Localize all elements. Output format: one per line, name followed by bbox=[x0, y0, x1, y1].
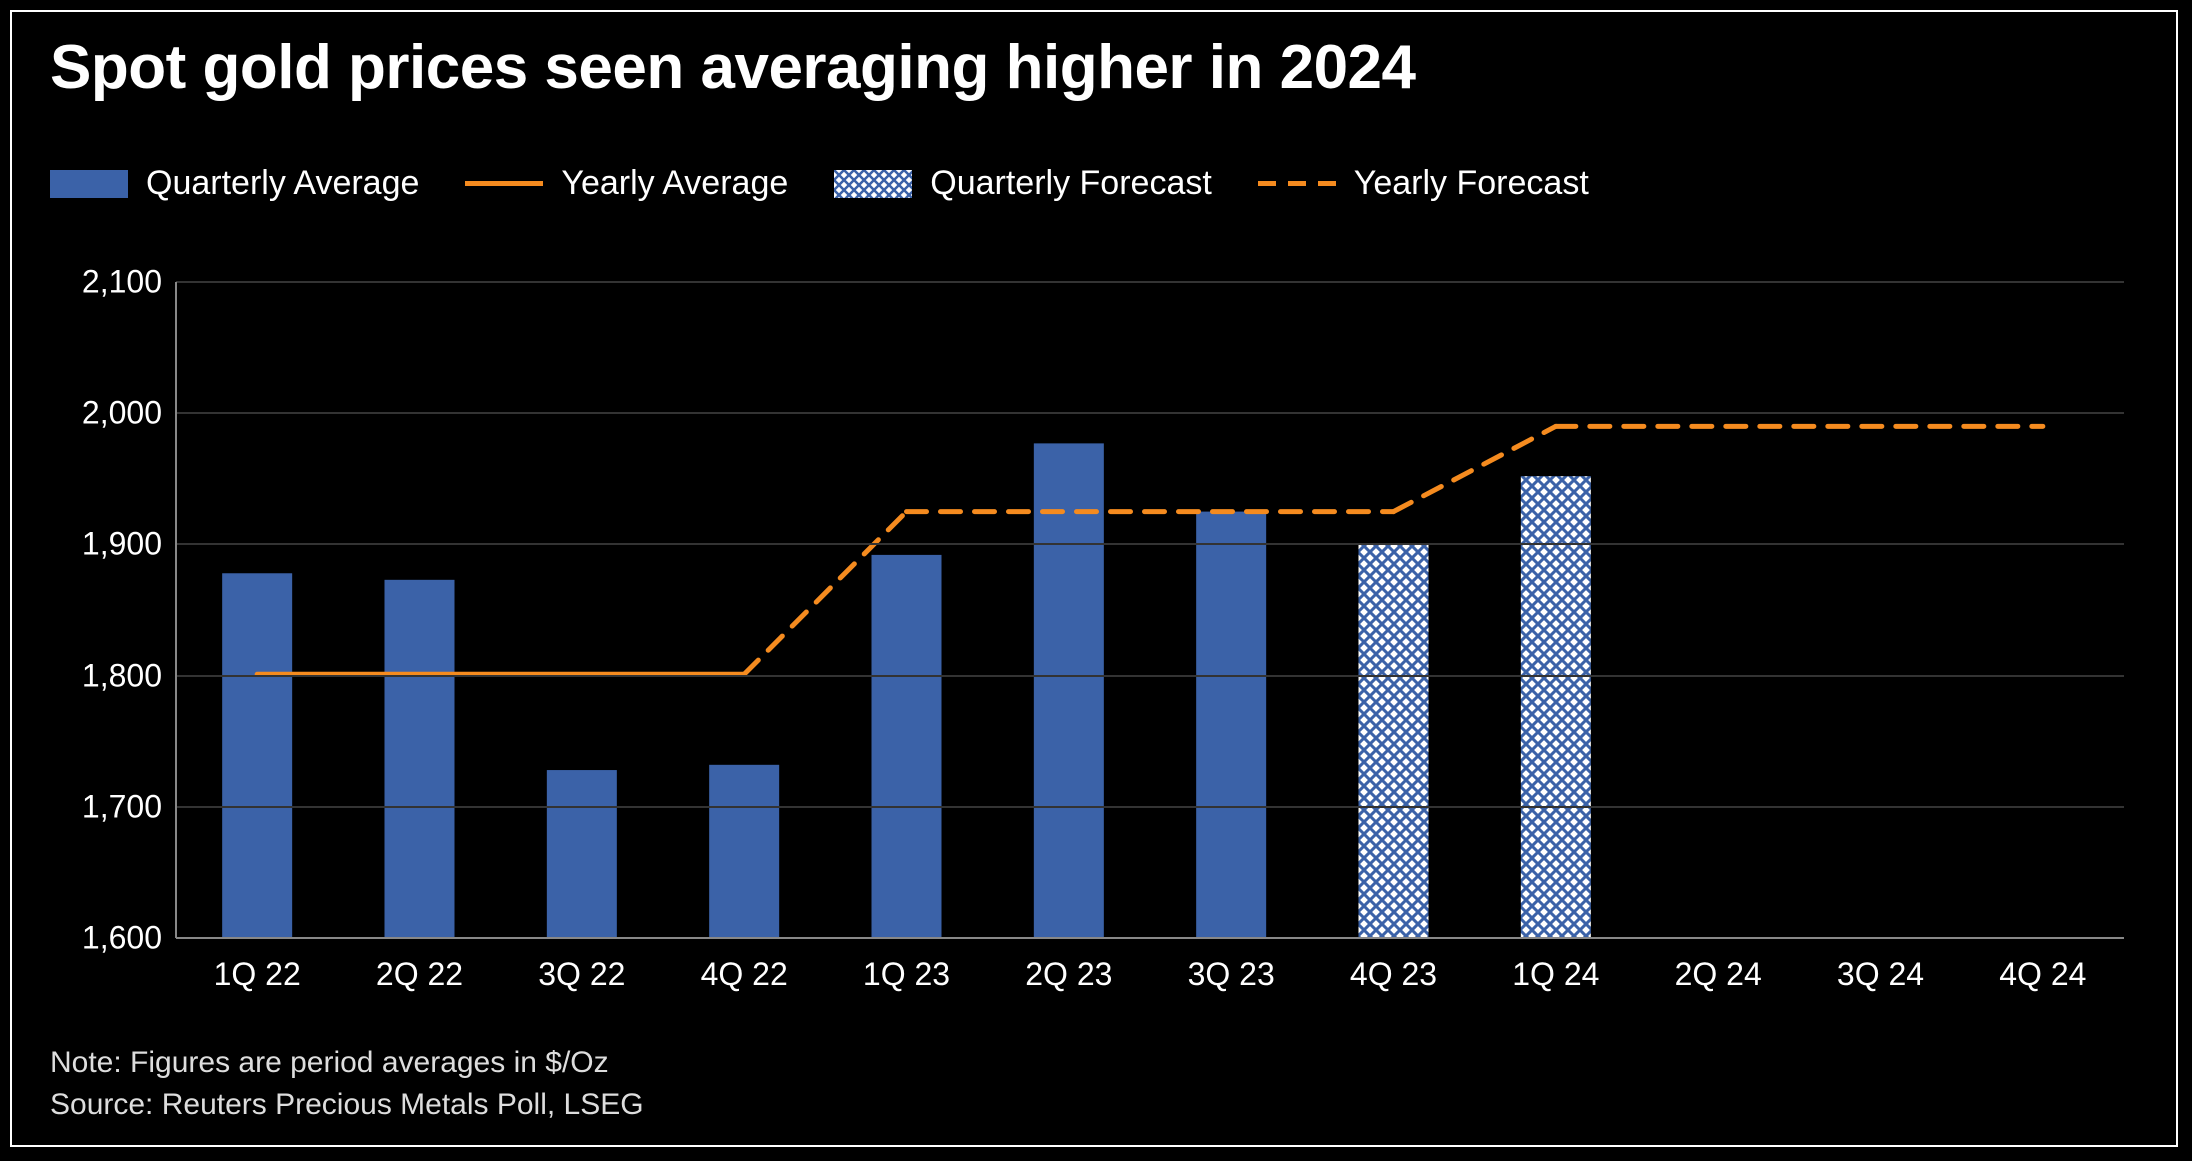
x-axis-label: 2Q 24 bbox=[1675, 956, 1762, 993]
legend: Quarterly Average Yearly Average Quarter… bbox=[50, 164, 1617, 203]
legend-label-quarterly-average: Quarterly Average bbox=[146, 164, 419, 203]
x-axis-label: 1Q 23 bbox=[863, 956, 950, 993]
bar-forecast bbox=[1359, 544, 1429, 938]
x-axis-label: 4Q 22 bbox=[701, 956, 788, 993]
bar-forecast bbox=[1521, 476, 1591, 938]
plot-area bbox=[176, 282, 2124, 938]
bar-actual bbox=[385, 580, 455, 938]
legend-label-yearly-forecast: Yearly Forecast bbox=[1354, 164, 1589, 203]
x-axis bbox=[176, 937, 2124, 939]
y-axis-label: 1,800 bbox=[52, 657, 162, 694]
legend-label-yearly-average: Yearly Average bbox=[561, 164, 788, 203]
y-axis-label: 1,700 bbox=[52, 788, 162, 825]
legend-swatch-yearly-average bbox=[465, 181, 543, 186]
legend-swatch-yearly-forecast bbox=[1258, 181, 1336, 186]
gridline bbox=[176, 806, 2124, 808]
x-axis-label: 2Q 23 bbox=[1025, 956, 1112, 993]
chart-title: Spot gold prices seen averaging higher i… bbox=[50, 32, 1416, 103]
footnote-source: Source: Reuters Precious Metals Poll, LS… bbox=[50, 1088, 644, 1122]
bar-actual bbox=[222, 573, 292, 938]
bar-actual bbox=[1196, 512, 1266, 938]
x-axis-label: 3Q 24 bbox=[1837, 956, 1924, 993]
chart-frame: Spot gold prices seen averaging higher i… bbox=[10, 10, 2178, 1147]
line-overlay bbox=[176, 282, 2124, 938]
footnote-note: Note: Figures are period averages in $/O… bbox=[50, 1046, 609, 1080]
gridline bbox=[176, 281, 2124, 283]
bar-actual bbox=[709, 765, 779, 938]
x-axis-label: 3Q 22 bbox=[538, 956, 625, 993]
x-axis-label: 4Q 24 bbox=[1999, 956, 2086, 993]
y-axis-label: 2,000 bbox=[52, 395, 162, 432]
x-axis-label: 1Q 22 bbox=[214, 956, 301, 993]
x-axis-label: 2Q 22 bbox=[376, 956, 463, 993]
bar-actual bbox=[1034, 443, 1104, 938]
bar-actual bbox=[547, 770, 617, 938]
x-axis-label: 3Q 23 bbox=[1188, 956, 1275, 993]
x-axis-label: 4Q 23 bbox=[1350, 956, 1437, 993]
y-axis-label: 1,600 bbox=[52, 920, 162, 957]
legend-swatch-quarterly-average bbox=[50, 170, 128, 198]
y-axis bbox=[175, 282, 177, 938]
gridline bbox=[176, 543, 2124, 545]
gridline bbox=[176, 675, 2124, 677]
legend-swatch-quarterly-forecast bbox=[834, 170, 912, 198]
gridline bbox=[176, 412, 2124, 414]
bar-actual bbox=[872, 555, 942, 938]
legend-label-quarterly-forecast: Quarterly Forecast bbox=[930, 164, 1212, 203]
y-axis-label: 2,100 bbox=[52, 264, 162, 301]
y-axis-label: 1,900 bbox=[52, 526, 162, 563]
x-axis-label: 1Q 24 bbox=[1512, 956, 1599, 993]
